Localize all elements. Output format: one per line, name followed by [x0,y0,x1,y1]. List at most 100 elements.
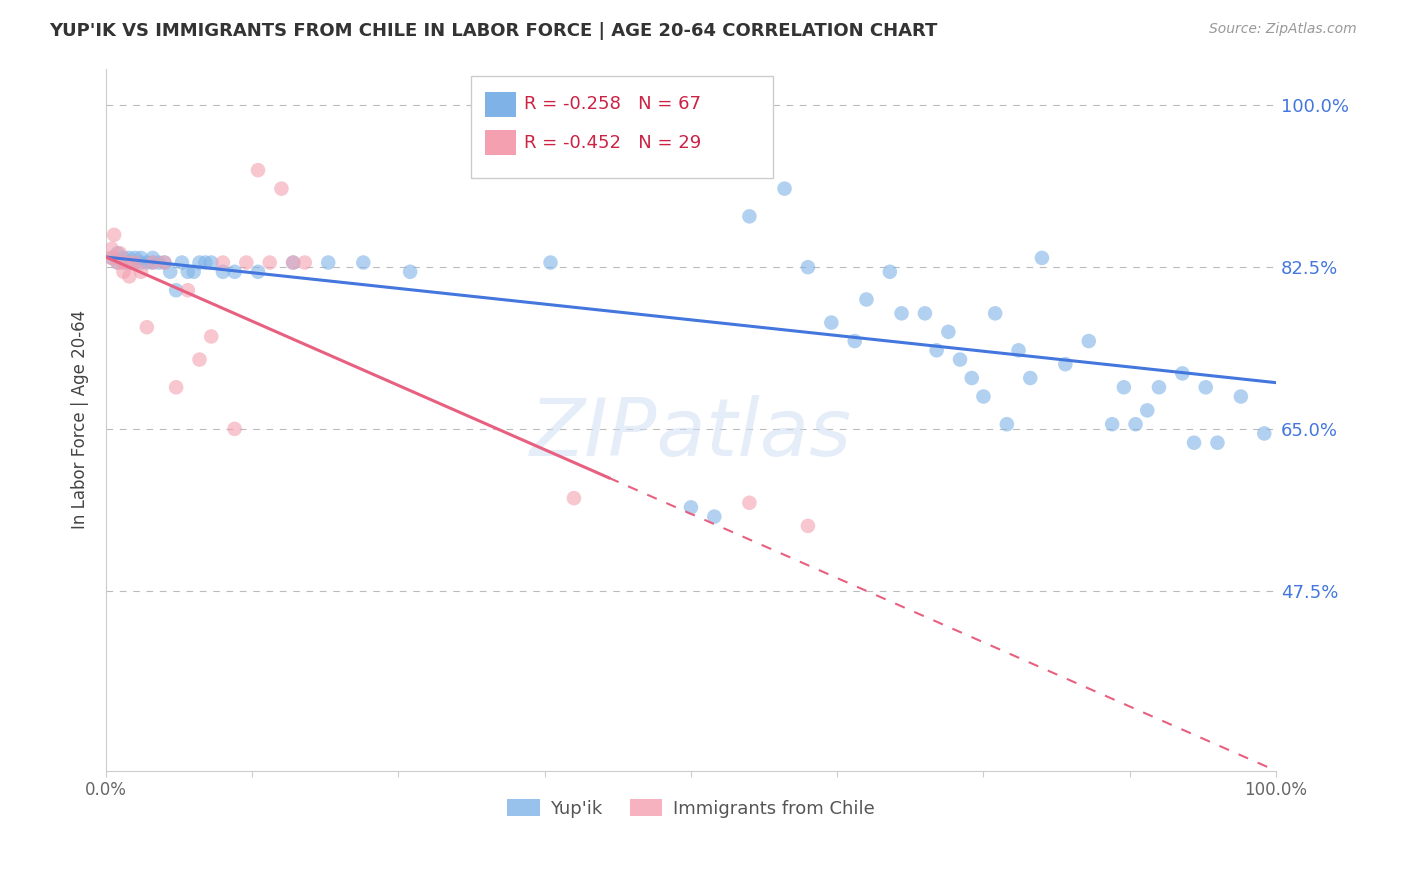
Point [1182,435,1205,450]
Point [562,491,585,505]
Point [1019,371,1042,385]
Point [1077,334,1099,348]
Point [135,255,157,269]
Point [224,422,246,436]
Point [200,255,222,269]
Point [107,255,129,269]
Point [1253,426,1275,441]
Point [188,352,211,367]
Point [107,246,129,260]
Point [212,265,235,279]
Point [679,500,702,515]
Point [1230,390,1253,404]
Point [124,255,146,269]
Point [148,255,170,269]
Point [1007,343,1029,358]
Point [936,325,959,339]
Point [1171,367,1194,381]
Point [1206,435,1229,450]
Point [118,255,141,269]
Point [281,255,304,269]
Point [773,181,796,195]
Point [118,251,141,265]
Point [1101,417,1123,432]
Point [1195,380,1218,394]
Point [1112,380,1135,394]
Point [124,251,146,265]
Point [212,255,235,269]
Text: ZIPatlas: ZIPatlas [530,394,852,473]
Point [1125,417,1147,432]
Point [129,265,152,279]
Point [294,255,316,269]
Point [100,251,122,265]
Point [1147,380,1170,394]
Point [1054,357,1077,371]
Point [112,255,135,269]
Point [118,269,141,284]
Point [247,265,270,279]
Point [118,255,141,269]
Point [100,242,122,256]
Point [124,255,146,269]
Point [159,265,181,279]
Point [103,227,125,242]
Point [247,163,270,178]
Text: Source: ZipAtlas.com: Source: ZipAtlas.com [1209,22,1357,37]
Point [153,255,176,269]
Point [352,255,374,269]
Point [142,251,165,265]
Point [844,334,866,348]
Point [797,260,820,275]
Point [170,255,193,269]
Point [703,509,725,524]
Point [914,306,936,320]
Point [129,255,152,269]
Point [259,255,281,269]
Point [165,283,187,297]
Text: YUP'IK VS IMMIGRANTS FROM CHILE IN LABOR FORCE | AGE 20-64 CORRELATION CHART: YUP'IK VS IMMIGRANTS FROM CHILE IN LABOR… [49,22,938,40]
Point [200,329,222,343]
Point [142,255,165,269]
Text: R = -0.452   N = 29: R = -0.452 N = 29 [524,134,702,152]
Point [1136,403,1159,417]
Point [890,306,912,320]
Point [797,519,820,533]
Point [142,255,165,269]
Point [177,265,200,279]
Point [738,496,761,510]
Point [855,293,877,307]
Point [112,265,135,279]
Point [281,255,304,269]
Point [129,251,152,265]
Legend: Yup'ik, Immigrants from Chile: Yup'ik, Immigrants from Chile [501,791,882,825]
Point [1031,251,1053,265]
Point [112,251,135,265]
Point [984,306,1007,320]
Point [820,316,842,330]
Point [235,255,257,269]
Point [153,255,176,269]
Point [316,255,339,269]
Point [118,255,141,269]
Point [995,417,1018,432]
Point [224,265,246,279]
Point [177,283,200,297]
Point [540,255,562,269]
Point [738,210,761,224]
Point [949,352,972,367]
Point [135,320,157,334]
Point [879,265,901,279]
Point [960,371,983,385]
Point [194,255,217,269]
Point [108,246,131,260]
Point [188,255,211,269]
Point [165,380,187,394]
Point [112,255,135,269]
Point [100,251,122,265]
Y-axis label: In Labor Force | Age 20-64: In Labor Force | Age 20-64 [72,310,89,529]
Point [270,181,292,195]
Point [399,265,422,279]
Text: R = -0.258   N = 67: R = -0.258 N = 67 [524,95,702,113]
Point [183,265,205,279]
